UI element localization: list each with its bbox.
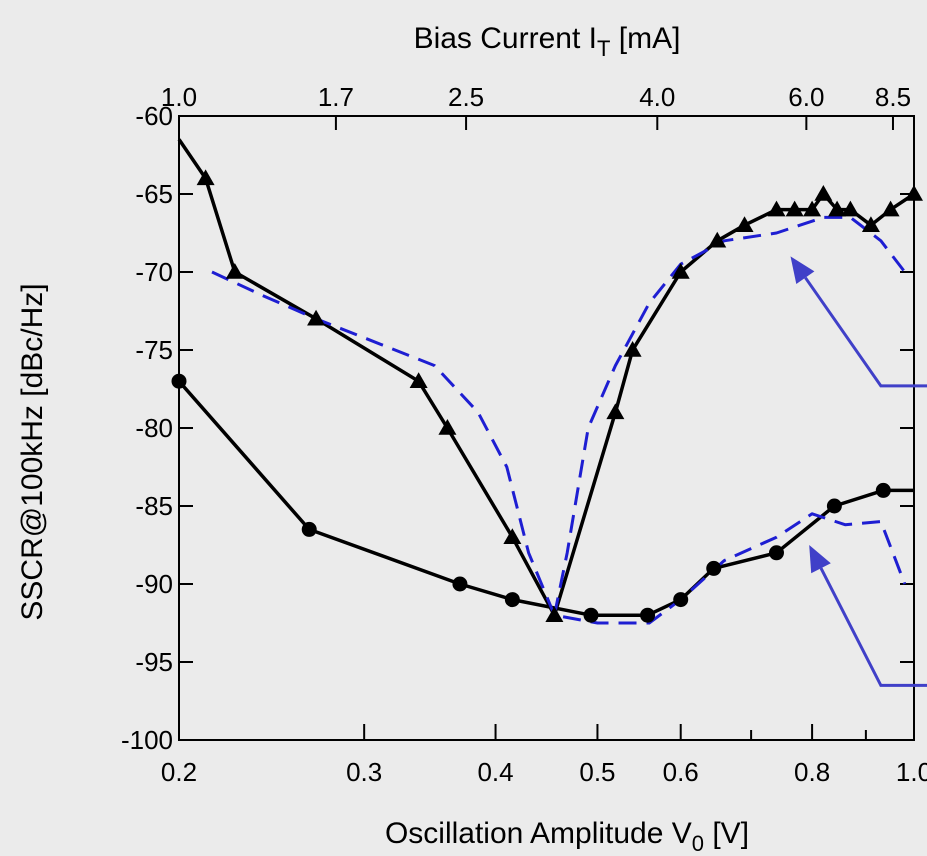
circle-marker	[504, 592, 520, 608]
x-tick-label: 0.3	[346, 757, 382, 787]
triangle-marker	[409, 372, 428, 388]
x-tick-label: 0.2	[161, 757, 197, 787]
x-axis-title: Oscillation Amplitude V0 [V]	[385, 817, 749, 856]
y-tick-label: -100	[121, 725, 173, 755]
top-tick-label: 1.7	[318, 82, 354, 112]
x-tick-label: 0.4	[477, 757, 513, 787]
data-markers	[171, 169, 923, 623]
x-tick-label: 0.6	[663, 757, 699, 787]
triangle-marker	[606, 403, 625, 420]
top-tick-label: 2.5	[448, 82, 484, 112]
annotation-arrowhead	[809, 545, 831, 574]
top-tick-label: 4.0	[639, 82, 675, 112]
annotation-arrow-line	[819, 567, 927, 687]
triangle-marker	[225, 263, 244, 279]
triangle-marker	[861, 216, 880, 232]
triangle-marker	[828, 200, 847, 217]
series-line-3	[211, 270, 907, 625]
circle-marker	[452, 576, 468, 592]
y-tick-label: -70	[135, 257, 173, 287]
series-line-1	[177, 138, 915, 617]
circle-marker	[673, 592, 689, 608]
triangle-marker	[503, 528, 522, 544]
y-tick-label: -60	[135, 101, 173, 131]
triangle-marker	[545, 606, 564, 622]
top-tick-label: 6.0	[788, 82, 824, 112]
triangle-marker	[623, 341, 642, 357]
annotation-arrow-line	[804, 276, 927, 388]
annotation-arrowhead	[790, 256, 815, 284]
triangle-marker	[881, 200, 900, 217]
triangle-marker	[708, 231, 727, 248]
triangle-marker	[905, 185, 923, 201]
circle-marker	[171, 373, 187, 389]
triangle-marker	[735, 216, 754, 232]
y-tick-label: -65	[135, 179, 173, 209]
triangle-marker	[671, 263, 690, 279]
circle-marker	[706, 560, 722, 576]
triangle-marker	[803, 200, 822, 217]
y-axis-title: SSCR@100kHz [dBc/Hz]	[16, 283, 49, 620]
top-axis-title: Bias Current IT [mA]	[414, 22, 681, 61]
triangle-marker	[814, 185, 833, 201]
y-tick-label: -80	[135, 413, 173, 443]
top-tick-label: 1.0	[161, 82, 197, 112]
circle-marker	[640, 607, 656, 623]
circle-marker	[301, 521, 317, 537]
annotation-arrows	[790, 256, 927, 687]
circle-marker	[826, 498, 842, 514]
triangle-marker	[438, 419, 457, 435]
circle-marker	[583, 607, 599, 623]
x-tick-label: 1.0	[896, 757, 927, 787]
triangle-marker	[785, 200, 804, 217]
y-tick-label: -85	[135, 491, 173, 521]
top-tick-label: 8.5	[875, 82, 911, 112]
y-tick-label: -75	[135, 335, 173, 365]
triangle-marker	[196, 169, 215, 186]
triangle-marker	[767, 200, 786, 217]
x-tick-label: 0.5	[579, 757, 615, 787]
y-tick-label: -95	[135, 647, 173, 677]
series-line-4	[552, 215, 906, 616]
x-tick-label: 0.8	[794, 757, 830, 787]
triangle-marker	[307, 309, 326, 326]
y-tick-label: -90	[135, 569, 173, 599]
data-lines	[177, 138, 915, 625]
circle-marker	[768, 545, 784, 561]
series-line-2	[177, 380, 914, 617]
triangle-marker	[841, 200, 860, 217]
circle-marker	[875, 482, 891, 498]
